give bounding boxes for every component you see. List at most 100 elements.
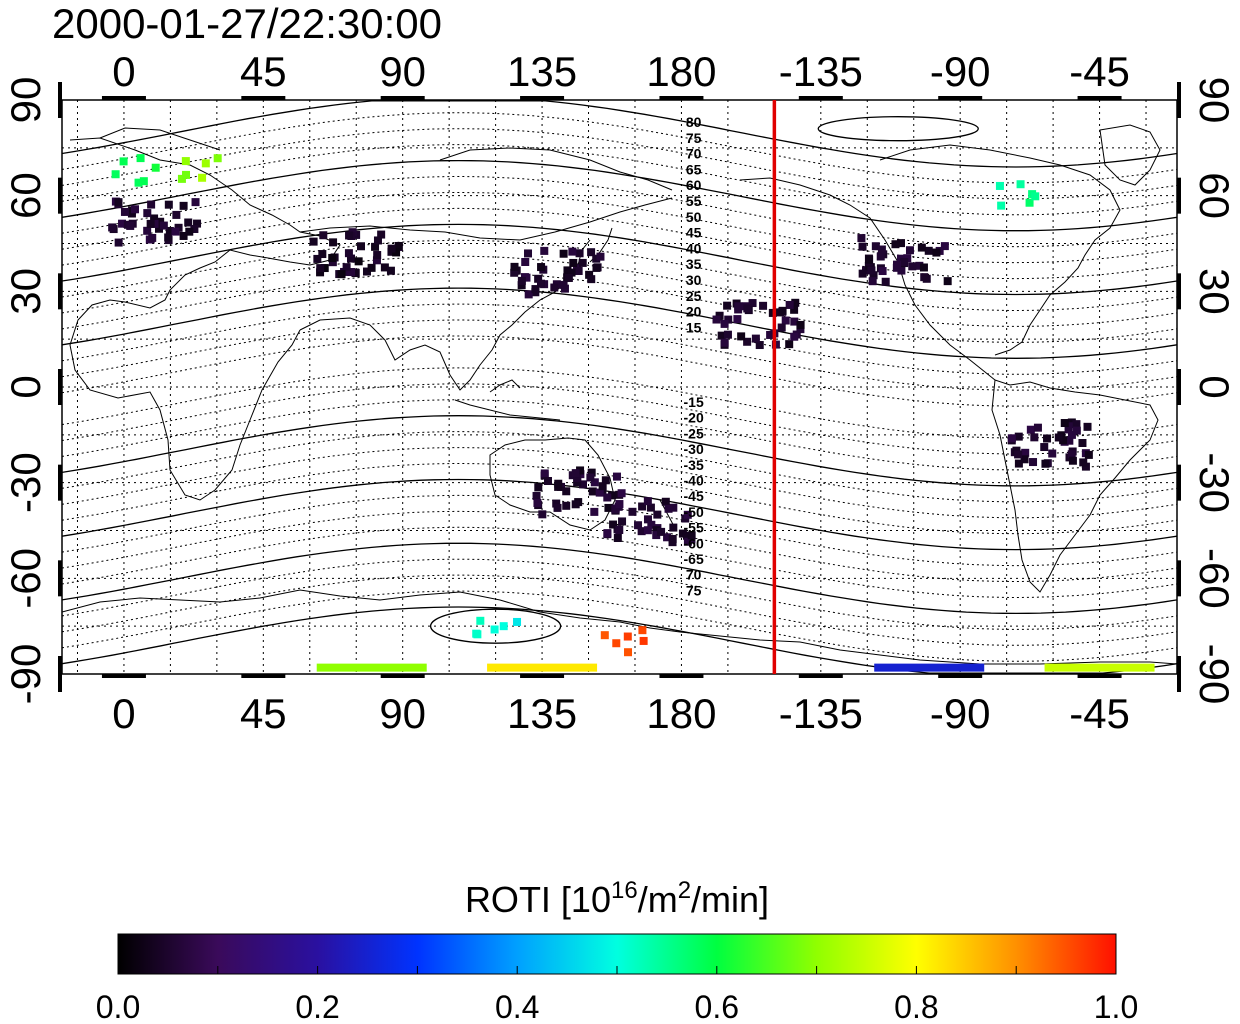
map-content: 8075706560555045403530252015-15-20-25-30… [62, 100, 1177, 674]
roti-cell [596, 252, 605, 261]
roti-cell [120, 207, 129, 216]
roti-cell [858, 269, 867, 278]
roti-cell [1031, 192, 1040, 201]
roti-cell [345, 231, 354, 240]
roti-cell [615, 500, 624, 509]
lat-tick-mark [1177, 656, 1181, 692]
roti-cell [1007, 434, 1016, 443]
roti-cell [531, 285, 540, 294]
roti-cell [517, 281, 526, 290]
roti-cell [198, 173, 207, 182]
roti-cell [1026, 425, 1035, 434]
maglat-label: -65 [684, 551, 704, 567]
roti-cell [743, 337, 752, 346]
roti-cell [1020, 455, 1029, 464]
maglat-label: -15 [684, 394, 704, 410]
roti-cell [571, 469, 580, 478]
colorbar-tick-label: 0.6 [695, 989, 739, 1024]
roti-cell [171, 227, 180, 236]
lat-tick-label: 30 [1191, 268, 1238, 315]
map-frame [61, 99, 1178, 675]
lat-tick-mark [58, 177, 62, 214]
roti-cell [181, 157, 190, 166]
roti-cell [598, 482, 607, 491]
roti-cell [536, 279, 545, 288]
roti-cell [638, 626, 647, 635]
lon-tick-label: 135 [507, 48, 577, 95]
roti-cell [380, 263, 389, 272]
roti-cell [647, 520, 656, 529]
roti-cell [119, 157, 128, 166]
north-magnetic-pole-oval [817, 116, 979, 142]
roti-cell [1048, 449, 1057, 458]
roti-cell [1072, 420, 1081, 429]
roti-cell [573, 473, 582, 482]
roti-cell [1044, 663, 1155, 672]
roti-cell [940, 242, 949, 251]
roti-cell [1033, 423, 1042, 432]
roti-cell [185, 227, 194, 236]
frame-ticks [58, 82, 1181, 692]
roti-cell [118, 219, 127, 228]
roti-cell [328, 258, 337, 267]
lon-tick-label: 0 [112, 48, 135, 95]
roti-cell [643, 497, 652, 506]
roti-cell [608, 491, 617, 500]
roti-cell [1084, 450, 1093, 459]
roti-cell [354, 257, 363, 266]
colorbar-tick-label: 0.4 [495, 989, 539, 1024]
roti-cell [1059, 436, 1068, 445]
roti-cell [723, 301, 732, 310]
roti-cell [857, 234, 866, 243]
maglat-label: -35 [684, 457, 704, 473]
roti-cell [540, 469, 549, 478]
roti-cell [534, 483, 543, 492]
roti-cell [550, 283, 559, 292]
roti-cell [733, 315, 742, 324]
roti-cell [567, 268, 576, 277]
lon-tick-mark [101, 674, 146, 678]
roti-cell [513, 617, 522, 626]
maglat-label: -55 [684, 520, 704, 536]
roti-cell [613, 534, 622, 543]
roti-cell [578, 258, 587, 267]
roti-cell [367, 263, 376, 272]
maglat-label: 35 [686, 256, 702, 272]
roti-cell [683, 510, 692, 519]
lat-tick-labels-left: 90 60 30 0 -30 -60 -90 [2, 77, 49, 705]
lat-tick-mark [58, 560, 62, 597]
maglat-label: -25 [684, 425, 704, 441]
roti-cell [893, 260, 902, 269]
roti-cell [611, 505, 620, 514]
roti-cell [473, 630, 482, 639]
roti-cell [487, 663, 598, 672]
roti-cell [759, 301, 768, 310]
roti-cell [1054, 433, 1063, 442]
colorbar-tick-label: 0.2 [295, 989, 339, 1024]
roti-cell [371, 242, 380, 251]
colorbar-tick-labels: 0.0 0.2 0.4 0.6 0.8 1.0 [96, 989, 1138, 1024]
lon-tick-mark [101, 96, 146, 100]
roti-cell [874, 663, 985, 672]
roti-cell [1079, 458, 1088, 467]
lon-tick-label: 90 [379, 690, 426, 737]
maglat-label: 25 [686, 288, 702, 304]
lat-tick-mark [58, 273, 62, 310]
roti-cell [576, 466, 585, 475]
roti-cell [562, 501, 571, 510]
roti-cell [891, 240, 900, 249]
roti-cell [720, 338, 729, 347]
roti-cell [313, 254, 322, 263]
roti-cell [867, 266, 876, 275]
roti-cell [179, 201, 188, 210]
roti-cell [668, 534, 677, 543]
maglat-label: 50 [686, 209, 702, 225]
roti-cell [871, 242, 880, 251]
roti-cell [387, 244, 396, 253]
roti-cell [552, 499, 561, 508]
lon-tick-mark [520, 674, 565, 678]
roti-cell [150, 214, 159, 223]
maglat-label: 75 [686, 582, 702, 598]
lat-tick-label: 60 [2, 172, 49, 219]
